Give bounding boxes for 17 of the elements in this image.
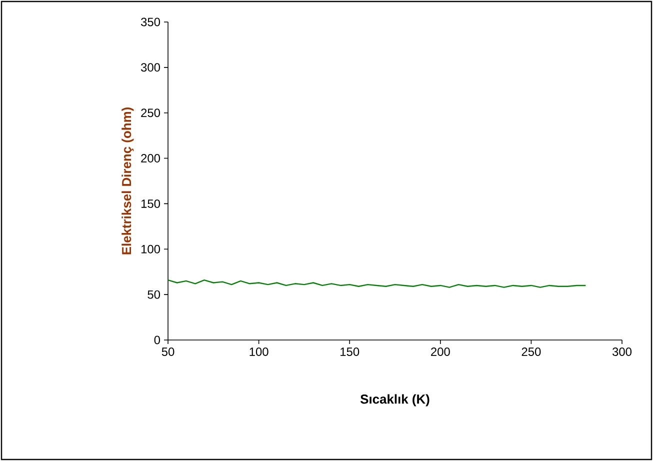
x-tick-label: 50: [162, 348, 174, 356]
x-tick-label: 250: [522, 348, 541, 356]
x-tick-label: 100: [250, 348, 268, 356]
y-tick-label: 100: [141, 244, 160, 254]
y-tick-label: 300: [140, 63, 160, 72]
y-tick-label: 350: [140, 18, 160, 26]
x-tick-label: 300: [612, 348, 632, 356]
y-tick-label: 0: [154, 336, 160, 344]
y-tick-label: 50: [148, 290, 160, 299]
y-tick-label: 250: [141, 108, 160, 118]
x-tick-label: 150: [340, 348, 360, 356]
line-series: [167, 279, 586, 288]
y-axis-title: Elektriksel Direnç (ohm): [122, 108, 134, 254]
y-tick-label: 150: [141, 199, 160, 208]
x-axis-title: Sıcaklık (K): [360, 394, 430, 406]
y-tick-label: 200: [141, 154, 160, 162]
x-tick-label: 200: [431, 348, 450, 356]
